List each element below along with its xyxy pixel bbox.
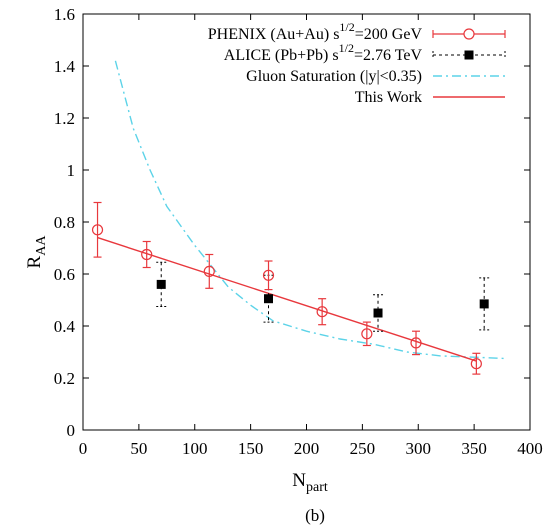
x-tick-label: 300 — [406, 439, 432, 458]
phenix-point — [141, 248, 153, 261]
legend-label-this-work: This Work — [355, 89, 422, 106]
alice-point — [373, 308, 383, 318]
alice-point — [156, 279, 166, 289]
x-tick-label: 400 — [517, 439, 543, 458]
legend-samples — [432, 28, 506, 98]
x-tick-label: 250 — [350, 439, 376, 458]
x-tick-label: 0 — [79, 439, 88, 458]
legend-label-phenix: PHENIX (Au+Au) s1/2=200 GeV — [208, 20, 423, 43]
x-axis-title-sub: part — [306, 480, 328, 495]
y-axis-title-main: R — [24, 255, 45, 268]
y-tick-label: 0 — [67, 421, 76, 440]
alice-point — [479, 299, 489, 309]
series-this-work-line — [97, 236, 477, 362]
x-tick-label: 150 — [238, 439, 264, 458]
x-tick-label: 350 — [461, 439, 487, 458]
y-tick-label: 0.2 — [54, 369, 75, 388]
series-gluon-saturation-line — [114, 60, 506, 360]
phenix-point — [91, 224, 104, 236]
phenix-point — [410, 337, 422, 349]
x-tick-label: 50 — [130, 439, 147, 458]
y-tick-label: 1 — [67, 161, 76, 180]
legend-label-gluon: Gluon Saturation (|y|<0.35) — [246, 68, 422, 85]
x-axis-title-main: N — [292, 470, 306, 491]
legend-sample-alice-marker — [464, 50, 474, 60]
y-tick-label: 1.6 — [54, 5, 75, 24]
x-tick-label: 200 — [294, 439, 320, 458]
tick-layer: 0 50 100 150 200 250 300 350 400 0 0.2 0.4 0.6 0.8 1 1.… — [54, 5, 543, 458]
y-tick-label: 1.2 — [54, 109, 75, 128]
y-tick-label: 0.8 — [54, 213, 75, 232]
phenix-point — [361, 328, 373, 340]
phenix-point — [470, 358, 482, 370]
y-axis-title: RAA — [24, 235, 49, 269]
series-layer — [91, 60, 506, 375]
phenix-point — [203, 265, 215, 277]
legend-label-alice: ALICE (Pb+Pb) s1/2=2.76 TeV — [224, 41, 423, 64]
x-tick-label: 100 — [182, 439, 208, 458]
legend: PHENIX (Au+Au) s1/2=200 GeV ALICE (Pb+Pb… — [208, 20, 506, 106]
y-tick-label: 1.4 — [54, 57, 76, 76]
phenix-point — [316, 306, 328, 318]
figure-caption: (b) — [305, 506, 325, 525]
y-tick-label: 0.6 — [54, 265, 75, 284]
alice-point — [264, 294, 274, 304]
x-axis-title: Npart — [292, 470, 328, 495]
phenix-point — [262, 269, 275, 281]
y-tick-label: 0.4 — [54, 317, 76, 336]
legend-sample-phenix-marker — [463, 28, 475, 40]
y-axis-title-sub: AA — [34, 235, 49, 256]
